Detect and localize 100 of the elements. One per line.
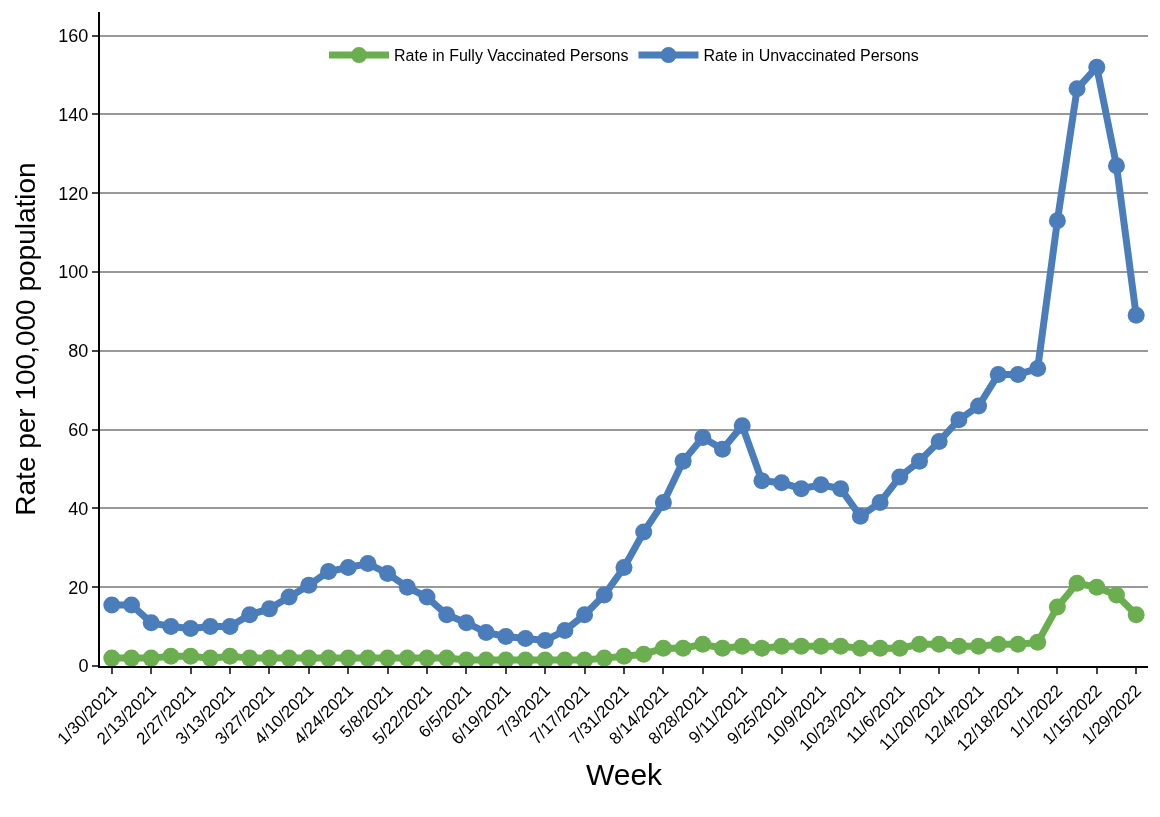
- point: [911, 452, 928, 470]
- point: [871, 639, 889, 657]
- point: [320, 649, 338, 666]
- point: [714, 639, 731, 657]
- point: [221, 618, 239, 636]
- y-tick-label: 160: [58, 25, 89, 46]
- point: [123, 649, 141, 666]
- point: [733, 417, 751, 435]
- point: [457, 614, 475, 632]
- point: [674, 452, 692, 470]
- point: [398, 578, 416, 596]
- point: [694, 428, 712, 446]
- point: [1088, 58, 1106, 76]
- point: [280, 649, 298, 666]
- point: [635, 645, 653, 663]
- point: [379, 649, 397, 666]
- point: [556, 622, 574, 640]
- point: [260, 649, 278, 666]
- point: [832, 637, 850, 655]
- point: [438, 606, 456, 624]
- point: [950, 411, 968, 429]
- point: [773, 637, 791, 655]
- point: [1048, 598, 1066, 616]
- point: [576, 606, 594, 624]
- point: [970, 637, 988, 655]
- x-axis-title: Week: [585, 757, 664, 791]
- point: [418, 649, 436, 666]
- point: [694, 635, 712, 653]
- point: [536, 651, 554, 666]
- point: [457, 651, 475, 666]
- point: [320, 562, 338, 580]
- point: [556, 651, 574, 666]
- y-tick-label: 60: [68, 419, 89, 440]
- point: [1068, 574, 1086, 592]
- point: [812, 637, 830, 655]
- point: [142, 649, 160, 666]
- point: [1127, 306, 1145, 324]
- point: [930, 635, 948, 653]
- point: [1107, 157, 1125, 175]
- y-axis-title: Rate per 100,000 population: [9, 162, 41, 516]
- y-tick-label: 80: [68, 341, 89, 362]
- point: [477, 624, 495, 641]
- point: [615, 647, 633, 665]
- point: [792, 480, 810, 498]
- point: [339, 649, 357, 666]
- point: [103, 596, 121, 614]
- point: [891, 468, 909, 486]
- point: [950, 637, 968, 655]
- point: [221, 647, 239, 665]
- point: [300, 576, 318, 594]
- point: [753, 472, 771, 490]
- point: [891, 639, 909, 657]
- point: [851, 507, 869, 525]
- point: [103, 649, 121, 666]
- point: [635, 523, 653, 541]
- y-tick-label: 40: [68, 498, 89, 519]
- point: [773, 474, 791, 492]
- point: [182, 620, 200, 638]
- point: [497, 627, 515, 645]
- y-tick-label: 100: [58, 262, 89, 283]
- point: [379, 564, 397, 582]
- point: [260, 600, 278, 618]
- point: [182, 647, 200, 665]
- point: [1127, 606, 1145, 624]
- point: [201, 649, 219, 666]
- point: [1029, 360, 1047, 378]
- point: [123, 596, 141, 614]
- point: [970, 397, 988, 415]
- point: [162, 618, 180, 636]
- point: [930, 432, 948, 450]
- point: [851, 639, 869, 657]
- point: [1009, 635, 1027, 653]
- point: [615, 559, 633, 576]
- point: [398, 649, 416, 666]
- y-tick-label: 0: [78, 656, 89, 677]
- point: [753, 639, 771, 657]
- point: [654, 639, 672, 657]
- y-tick-label: 140: [58, 104, 89, 125]
- point: [536, 631, 554, 649]
- point: [359, 649, 377, 666]
- point: [497, 651, 515, 666]
- point: [792, 637, 810, 655]
- point: [142, 614, 160, 632]
- point: [201, 618, 219, 636]
- y-tick-label: 120: [58, 183, 89, 204]
- y-tick-label: 20: [68, 577, 89, 598]
- point: [911, 635, 928, 653]
- point: [339, 559, 357, 576]
- point: [654, 494, 672, 511]
- point: [1048, 212, 1066, 230]
- point: [733, 637, 751, 655]
- point: [241, 649, 259, 666]
- point: [418, 588, 436, 606]
- point: [1029, 633, 1047, 651]
- point: [714, 440, 731, 458]
- point: [517, 629, 534, 647]
- point: [1088, 578, 1106, 596]
- point: [1068, 80, 1086, 98]
- point: [595, 586, 613, 604]
- point: [300, 649, 318, 666]
